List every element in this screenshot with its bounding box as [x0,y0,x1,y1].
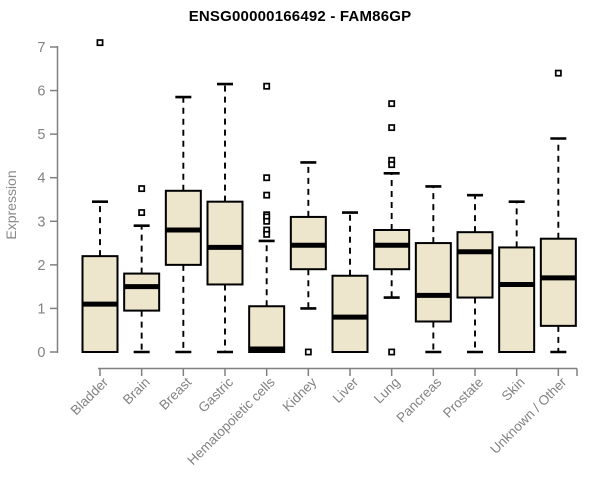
y-tick-label: 7 [37,40,45,56]
boxplot-group [539,69,577,354]
outlier-point [388,100,396,108]
boxplot-group [248,82,286,353]
x-tick-label: Unknown / Other [487,374,570,457]
boxplot-group [81,39,119,353]
outlier-point [554,69,562,77]
box-rect [498,246,536,353]
boxplot-group [206,82,244,354]
y-tick-label: 6 [37,84,45,100]
box-rect [331,274,369,354]
boxplot-group [164,95,202,354]
x-tick-label: Prostate [440,375,486,421]
boxplot-group [498,200,536,353]
outlier-point [388,124,396,132]
y-axis-label: Expression [3,170,19,239]
outlier-point [263,230,271,238]
boxplot-group [414,185,452,354]
y-tick-label: 1 [37,301,45,317]
outlier-point [138,185,146,193]
box-rect [206,200,244,286]
box-rect [414,242,452,323]
x-tick-label: Brain [120,375,153,408]
boxplot-group [289,161,327,356]
x-tick-label: Pancreas [394,374,445,425]
box-rect [456,231,494,299]
box-rect [248,305,286,353]
boxplot-group [373,100,411,356]
x-tick-label: Skin [499,375,528,404]
outlier-point [138,209,146,217]
x-tick-label: Kidney [280,374,320,414]
y-tick-label: 4 [37,171,45,187]
outlier-point [263,191,271,199]
outlier-point [96,39,104,47]
outlier-point [263,174,271,182]
outlier-point [263,217,271,225]
boxplot-group [456,193,494,354]
y-tick-label: 5 [37,127,45,143]
x-tick-label: Breast [156,374,194,412]
boxplot-group [123,185,161,354]
y-tick-label: 3 [37,214,45,230]
y-tick-label: 2 [37,258,45,274]
y-tick-label: 0 [37,345,45,361]
box-rect [373,229,411,271]
outlier-point [263,82,271,90]
x-tick-label: Gastric [195,374,236,415]
chart-title: ENSG00000166492 - FAM86GP [188,8,412,25]
x-tick-label: Bladder [68,374,112,418]
boxplot-group [331,211,369,354]
outlier-point [304,348,312,356]
outlier-point [388,161,396,169]
boxes-layer [81,39,577,356]
outlier-point [388,348,396,356]
box-rect [539,237,577,327]
x-tick-label: Lung [371,375,403,407]
box-rect [123,272,161,312]
x-tick-label: Liver [330,374,362,406]
